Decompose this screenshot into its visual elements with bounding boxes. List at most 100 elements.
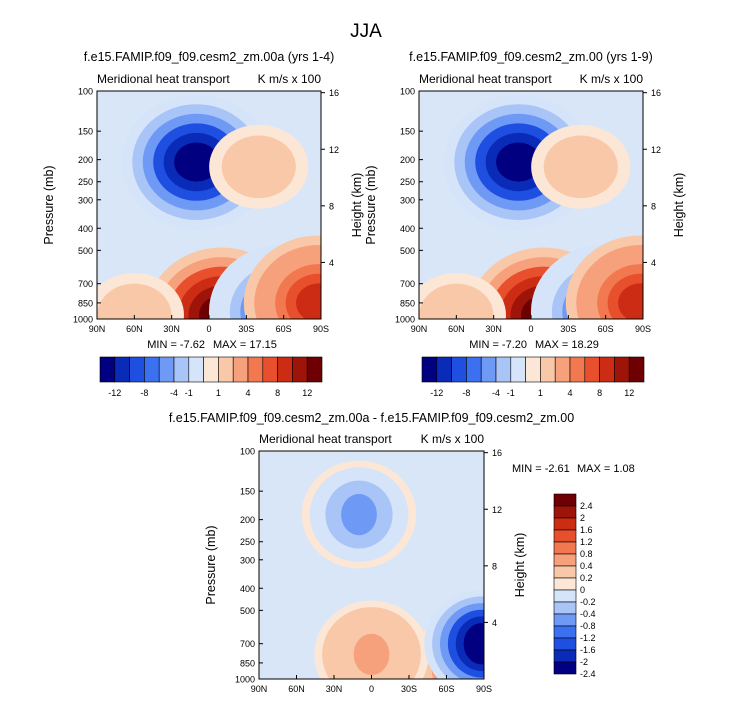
x-tick-label: 30N	[485, 324, 502, 334]
diff-colorbar-label: -1.6	[580, 645, 596, 655]
colorbar-swatch	[466, 356, 482, 383]
colorbar-1: -12 -8 -4 -1 1 4 8 12	[421, 356, 645, 398]
x-tick-label: 30S	[560, 324, 576, 334]
colorbar-label: 4	[245, 388, 250, 398]
colorbar-swatch	[218, 356, 234, 383]
contour-band	[116, 299, 153, 319]
contour-band	[496, 142, 542, 182]
panel-subtitle-left: Meridional heat transport	[259, 432, 392, 446]
y-tick-label: 700	[78, 279, 93, 289]
height-tick-label: 8	[492, 561, 497, 571]
panel-subtitle-right: K m/s x 100	[580, 72, 644, 86]
colorbar-swatch	[99, 356, 116, 383]
x-tick-label: 30N	[163, 324, 180, 334]
y-tick-label: 1000	[395, 315, 415, 325]
contour-band	[174, 142, 220, 182]
diff-colorbar-swatch	[553, 661, 577, 675]
panel-title: f.e15.FAMIP.f09_f09.cesm2_zm.00 (yrs 1-9…	[409, 50, 653, 64]
height-tick-label: 8	[329, 201, 334, 211]
colorbar-0: -12 -8 -4 -1 1 4 8 12	[99, 356, 323, 398]
main-title: JJA	[350, 21, 382, 42]
x-tick-label: 60N	[126, 324, 143, 334]
colorbar-swatch	[599, 356, 615, 383]
contour-band	[296, 283, 321, 319]
y-tick-label: 400	[78, 224, 93, 234]
difference-colorbar: 2.4 2 1.6 1.2 0.8 0.4 0.2 0 -0.2 -0.4 -0.8 -1.2 -1.6…	[553, 493, 596, 679]
colorbar-label: 12	[624, 388, 634, 398]
colorbar-swatch	[421, 356, 438, 383]
colorbar-swatch	[628, 356, 645, 383]
y-tick-label: 850	[400, 298, 415, 308]
diff-colorbar-label: 1.2	[580, 537, 593, 547]
y-tick-label: 200	[240, 515, 255, 525]
colorbar-label: -12	[430, 388, 443, 398]
contour-field	[97, 94, 321, 319]
contour-band	[618, 283, 643, 319]
y-tick-label: 100	[400, 87, 415, 97]
colorbar-swatch	[614, 356, 630, 383]
colorbar-label: -12	[108, 388, 121, 398]
y-tick-label: 100	[240, 447, 255, 457]
colorbar-label: -1	[185, 388, 193, 398]
colorbar-label: -8	[462, 388, 470, 398]
panel-title: f.e15.FAMIP.f09_f09.cesm2_zm.00a (yrs 1-…	[84, 50, 335, 64]
panel-top-left: f.e15.FAMIP.f09_f09.cesm2_zm.00a (yrs 1-…	[42, 50, 364, 351]
height-tick-label: 12	[492, 505, 502, 515]
panel-bottom-difference: f.e15.FAMIP.f09_f09.cesm2_zm.00a - f.e15…	[169, 411, 635, 694]
y-tick-label: 400	[240, 584, 255, 594]
pressure-axis-label: Pressure (mb)	[204, 525, 218, 604]
y-tick-label: 500	[400, 246, 415, 256]
diff-colorbar-label: 0.2	[580, 573, 593, 583]
height-tick-label: 16	[651, 88, 661, 98]
height-tick-label: 12	[329, 145, 339, 155]
y-tick-label: 300	[78, 195, 93, 205]
main-colorbar: -12 -8 -4 -1 1 4 8 12 -12 -8 -4 -1 1 4 8 12	[99, 356, 645, 398]
colorbar-swatch	[129, 356, 145, 383]
y-tick-label: 700	[400, 279, 415, 289]
diff-colorbar-swatch	[553, 529, 577, 543]
contour-band	[438, 299, 475, 319]
panel-subtitle-left: Meridional heat transport	[97, 72, 230, 86]
y-tick-label: 1000	[73, 315, 93, 325]
height-axis-label: Height (km)	[513, 533, 527, 598]
diff-colorbar-swatch	[553, 517, 577, 531]
x-tick-label: 90N	[89, 324, 106, 334]
colorbar-swatch	[510, 356, 526, 383]
diff-colorbar-swatch	[553, 649, 577, 663]
pressure-axis-label: Pressure (mb)	[42, 165, 56, 244]
x-tick-label: 90S	[635, 324, 651, 334]
diff-colorbar-swatch	[553, 637, 577, 651]
x-tick-label: 90N	[411, 324, 428, 334]
diff-colorbar-swatch	[553, 565, 577, 579]
diff-colorbar-swatch	[553, 553, 577, 567]
height-axis-label: Height (km)	[350, 173, 364, 238]
y-tick-label: 850	[240, 658, 255, 668]
panel-title: f.e15.FAMIP.f09_f09.cesm2_zm.00a - f.e15…	[169, 411, 574, 425]
diff-colorbar-label: -0.8	[580, 621, 596, 631]
y-tick-label: 850	[78, 298, 93, 308]
y-tick-label: 250	[400, 177, 415, 187]
y-tick-label: 250	[78, 177, 93, 187]
colorbar-swatch	[495, 356, 512, 383]
diff-colorbar-label: 1.6	[580, 525, 593, 535]
colorbar-swatch	[540, 356, 556, 383]
colorbar-swatch	[232, 356, 249, 383]
diff-colorbar-swatch	[553, 625, 577, 639]
x-tick-label: 0	[206, 324, 211, 334]
panel-subtitle-left: Meridional heat transport	[419, 72, 552, 86]
colorbar-swatch	[292, 356, 308, 383]
x-tick-label: 90S	[476, 684, 492, 694]
colorbar-label: -4	[492, 388, 500, 398]
diff-colorbar-label: 2	[580, 513, 585, 523]
x-tick-label: 60S	[598, 324, 614, 334]
colorbar-swatch	[247, 356, 264, 383]
min-label: MIN = -2.61	[512, 463, 570, 475]
colorbar-swatch	[262, 356, 278, 383]
colorbar-label: 1	[538, 388, 543, 398]
diff-colorbar-swatch	[553, 613, 577, 627]
colorbar-swatch	[436, 356, 452, 383]
colorbar-swatch	[525, 356, 541, 383]
colorbar-swatch	[451, 356, 467, 383]
max-label: MAX = 1.08	[577, 463, 635, 475]
y-tick-label: 150	[78, 127, 93, 137]
